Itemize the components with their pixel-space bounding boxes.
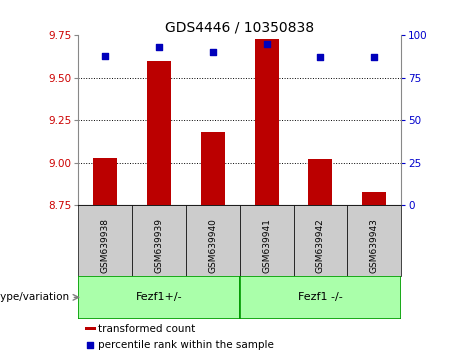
Bar — [85, 327, 96, 330]
Point — [155, 45, 163, 50]
Bar — [308, 159, 332, 205]
Bar — [294, 205, 347, 276]
Point — [209, 50, 217, 55]
Point — [263, 41, 270, 47]
Text: GSM639940: GSM639940 — [208, 218, 217, 273]
Text: transformed count: transformed count — [98, 324, 195, 333]
Bar — [78, 205, 132, 276]
Text: Fezf1 -/-: Fezf1 -/- — [298, 292, 343, 302]
Bar — [240, 205, 294, 276]
Text: GSM639938: GSM639938 — [101, 218, 110, 273]
Bar — [93, 158, 118, 205]
Text: GSM639943: GSM639943 — [370, 218, 378, 273]
Bar — [132, 205, 186, 276]
Point — [317, 55, 324, 60]
Point — [371, 55, 378, 60]
Bar — [147, 61, 171, 205]
Point — [87, 342, 94, 348]
Bar — [78, 276, 240, 319]
Text: percentile rank within the sample: percentile rank within the sample — [98, 340, 274, 350]
Bar — [240, 276, 401, 319]
Text: GSM639939: GSM639939 — [154, 218, 164, 273]
Bar — [186, 205, 240, 276]
Bar — [254, 39, 279, 205]
Title: GDS4446 / 10350838: GDS4446 / 10350838 — [165, 20, 314, 34]
Text: GSM639941: GSM639941 — [262, 218, 271, 273]
Point — [101, 53, 109, 59]
Bar — [362, 192, 386, 205]
Text: genotype/variation: genotype/variation — [0, 292, 69, 302]
Text: Fezf1+/-: Fezf1+/- — [136, 292, 183, 302]
Bar — [201, 132, 225, 205]
Text: GSM639942: GSM639942 — [316, 218, 325, 273]
Bar — [347, 205, 401, 276]
